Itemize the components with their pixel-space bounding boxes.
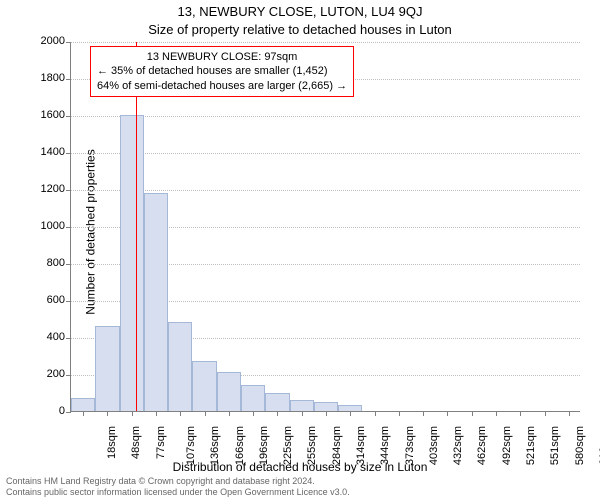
ytick-label: 600: [25, 295, 65, 306]
gridline: [71, 116, 580, 117]
xtick-mark: [350, 411, 351, 416]
xtick-label: 462sqm: [477, 426, 489, 465]
xtick-mark: [132, 411, 133, 416]
xtick-label: 521sqm: [525, 426, 537, 465]
ytick-label: 200: [25, 369, 65, 380]
ytick-mark: [66, 79, 71, 80]
gridline: [71, 153, 580, 154]
xtick-label: 432sqm: [452, 426, 464, 465]
histogram-bar: [217, 372, 241, 411]
xtick-label: 225sqm: [282, 426, 294, 465]
annotation-line: ← 35% of detached houses are smaller (1,…: [97, 64, 347, 78]
xtick-label: 255sqm: [307, 426, 319, 465]
ytick-label: 1600: [25, 110, 65, 121]
xtick-label: 403sqm: [428, 426, 440, 465]
ytick-mark: [66, 190, 71, 191]
xtick-label: 77sqm: [155, 426, 167, 459]
histogram-bar: [192, 361, 216, 411]
ytick-label: 1400: [25, 147, 65, 158]
ytick-mark: [66, 42, 71, 43]
xtick-label: 373sqm: [404, 426, 416, 465]
xtick-label: 551sqm: [549, 426, 561, 465]
xtick-label: 314sqm: [355, 426, 367, 465]
xtick-label: 580sqm: [574, 426, 586, 465]
ytick-label: 1200: [25, 184, 65, 195]
histogram-bar: [241, 385, 265, 411]
ytick-label: 1000: [25, 221, 65, 232]
marker-line: [136, 42, 137, 411]
xtick-label: 136sqm: [209, 426, 221, 465]
xtick-mark: [472, 411, 473, 416]
ytick-mark: [66, 227, 71, 228]
xtick-mark: [229, 411, 230, 416]
gridline: [71, 42, 580, 43]
xtick-mark: [375, 411, 376, 416]
xtick-mark: [569, 411, 570, 416]
histogram-bar: [290, 400, 314, 411]
xtick-mark: [496, 411, 497, 416]
chart-container: 13, NEWBURY CLOSE, LUTON, LU4 9QJ Size o…: [0, 0, 600, 500]
histogram-bar: [265, 393, 289, 412]
histogram-bar: [120, 115, 144, 411]
xtick-mark: [302, 411, 303, 416]
xtick-mark: [520, 411, 521, 416]
histogram-bar: [95, 326, 119, 411]
xtick-label: 18sqm: [106, 426, 118, 459]
annotation-box: 13 NEWBURY CLOSE: 97sqm← 35% of detached…: [90, 46, 354, 97]
xtick-label: 166sqm: [234, 426, 246, 465]
ytick-label: 400: [25, 332, 65, 343]
histogram-bar: [71, 398, 95, 411]
annotation-line: 64% of semi-detached houses are larger (…: [97, 79, 347, 93]
xtick-mark: [83, 411, 84, 416]
gridline: [71, 190, 580, 191]
histogram-bar: [144, 193, 168, 411]
ytick-mark: [66, 116, 71, 117]
chart-title: 13, NEWBURY CLOSE, LUTON, LU4 9QJ: [0, 4, 600, 19]
xtick-mark: [277, 411, 278, 416]
histogram-bar: [314, 402, 338, 411]
xtick-label: 344sqm: [379, 426, 391, 465]
footer-attribution: Contains HM Land Registry data © Crown c…: [6, 476, 350, 498]
xtick-label: 107sqm: [185, 426, 197, 465]
ytick-label: 1800: [25, 73, 65, 84]
footer-line1: Contains HM Land Registry data © Crown c…: [6, 476, 350, 487]
xtick-mark: [253, 411, 254, 416]
xtick-label: 492sqm: [501, 426, 513, 465]
chart-subtitle: Size of property relative to detached ho…: [0, 22, 600, 37]
histogram-bar: [168, 322, 192, 411]
ytick-mark: [66, 375, 71, 376]
ytick-mark: [66, 338, 71, 339]
ytick-mark: [66, 301, 71, 302]
xtick-mark: [156, 411, 157, 416]
xtick-mark: [107, 411, 108, 416]
xtick-mark: [399, 411, 400, 416]
ytick-mark: [66, 153, 71, 154]
xtick-mark: [205, 411, 206, 416]
xtick-mark: [545, 411, 546, 416]
annotation-line: 13 NEWBURY CLOSE: 97sqm: [97, 50, 347, 64]
ytick-mark: [66, 412, 71, 413]
ytick-mark: [66, 264, 71, 265]
xtick-label: 284sqm: [331, 426, 343, 465]
ytick-label: 2000: [25, 36, 65, 47]
plot-area: [70, 42, 580, 412]
ytick-label: 0: [25, 406, 65, 417]
xtick-mark: [180, 411, 181, 416]
xtick-mark: [447, 411, 448, 416]
xtick-label: 48sqm: [130, 426, 142, 459]
xtick-mark: [423, 411, 424, 416]
ytick-label: 800: [25, 258, 65, 269]
footer-line2: Contains public sector information licen…: [6, 487, 350, 498]
xtick-label: 196sqm: [258, 426, 270, 465]
xtick-mark: [326, 411, 327, 416]
